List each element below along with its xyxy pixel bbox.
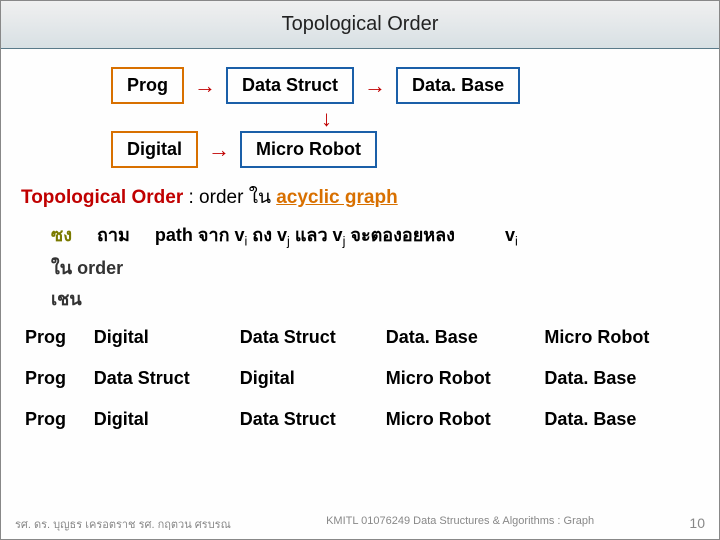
example-line1: ใน order [51,253,699,282]
node-prog: Prog [111,67,184,104]
rule-p5: แลว v [290,225,343,245]
table-row: Prog Digital Data Struct Data. Base Micr… [21,317,699,358]
defn-tail: acyclic graph [276,187,397,208]
arrow-icon: → [194,73,216,99]
node-digital: Digital [111,131,198,168]
defn-label: Topological Order [21,187,183,208]
rule-p1: ซง [51,225,72,245]
diagram-row-2: Digital → Micro Robot [111,131,699,168]
cell: Data Struct [90,358,236,399]
cell: Data Struct [236,399,382,440]
cell: Digital [90,317,236,358]
arrow-icon: → [364,73,386,99]
header-bar: Topological Order [1,1,719,49]
rule-p2: ถาม [97,225,130,245]
down-arrow-icon: ↓ [321,106,332,131]
page-number: 10 [689,515,705,533]
page-title: Topological Order [282,13,439,36]
table-row: Prog Digital Data Struct Micro Robot Dat… [21,399,699,440]
footer: รศ. ดร. บุญธร เครอตราช รศ. กฤตวน ศรบรณ K… [1,515,719,533]
footer-right: KMITL 01076249 Data Structures & Algorit… [326,515,594,533]
diagram-row-1: Prog → Data Struct → Data. Base [111,67,699,104]
rule-vtail: v [505,225,515,245]
example-line2: เชน [51,284,699,313]
examples-table: Prog Digital Data Struct Data. Base Micr… [21,317,699,440]
cell: Data. Base [540,399,699,440]
cell: Data. Base [382,317,541,358]
rule-p6: จะตองอยหลง [345,225,455,245]
cell: Data. Base [540,358,699,399]
cell: Digital [236,358,382,399]
cell: Micro Robot [382,358,541,399]
cell: Micro Robot [540,317,699,358]
cell: Micro Robot [382,399,541,440]
cell: Data Struct [236,317,382,358]
node-datastruct: Data Struct [226,67,354,104]
definition-line: Topological Order : order ใน acyclic gra… [21,182,699,212]
cell: Digital [90,399,236,440]
rule-p3: path จาก v [155,225,245,245]
cell: Prog [21,358,90,399]
rule-p4: ถง v [247,225,287,245]
footer-left: รศ. ดร. บุญธร เครอตราช รศ. กฤตวน ศรบรณ [15,515,231,533]
node-microrobot: Micro Robot [240,131,377,168]
defn-mid: : order ใน [183,187,276,208]
down-arrow-row: ↓ [321,110,699,131]
table-row: Prog Data Struct Digital Micro Robot Dat… [21,358,699,399]
node-database: Data. Base [396,67,520,104]
cell: Prog [21,399,90,440]
rule-i2: i [515,235,518,249]
rule-line: ซง ถาม path จาก vi ถง vj แลว vj จะตองอยห… [51,220,699,249]
cell: Prog [21,317,90,358]
content-area: Prog → Data Struct → Data. Base ↓ Digita… [1,49,719,440]
arrow-icon: → [208,137,230,163]
